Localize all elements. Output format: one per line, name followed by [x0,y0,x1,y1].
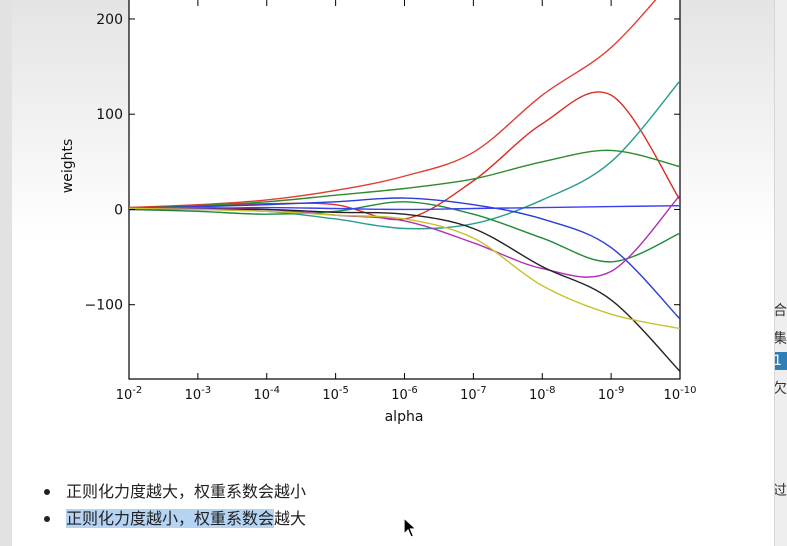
series-line-6 [129,197,680,320]
x-tick-label: 10-8 [529,385,556,403]
x-tick-label: 10-2 [116,385,143,403]
left-gutter [0,0,12,546]
adjacent-window-strip: 合 集 1 欠 过 [774,0,787,546]
conclusion-list: 正则化力度越大，权重系数会越小 正则化力度越小，权重系数会越大 [40,478,306,532]
conclusion-item: 正则化力度越小，权重系数会越大 [40,505,306,532]
strip-text: 1 [775,353,782,369]
series-line-1 [129,0,657,209]
y-tick-label: −100 [85,298,123,314]
x-tick-label: 10-9 [598,385,625,403]
plot-area [128,0,681,380]
x-tick-label: 10-3 [185,385,212,403]
conclusion-item: 正则化力度越大，权重系数会越小 [40,478,306,505]
conclusion-text: 正则化力度越大，权重系数会越小 [66,482,307,501]
y-tick-label: 200 [96,12,123,28]
mouse-cursor-icon [403,517,417,538]
x-tick-label: 10-10 [664,385,697,403]
conclusion-text: 越大 [274,509,307,528]
x-tick-label: 10-6 [391,385,418,403]
strip-text: 合 [774,303,787,319]
y-tick-label: 100 [96,107,123,123]
series-line-10 [129,207,680,330]
strip-text: 欠 [774,381,787,397]
series-line-8 [129,194,680,278]
x-tick-label: 10-4 [253,385,280,403]
series-line-5 [129,201,680,263]
y-axis-label: weights [60,139,76,194]
x-tick-label: 10-7 [460,385,487,403]
strip-highlight [775,352,787,370]
bullet-dot [44,516,50,522]
x-tick-label: 10-5 [322,385,349,403]
strip-text: 集 [774,331,787,347]
x-axis-label: alpha [385,409,424,425]
strip-text: 过 [774,483,787,499]
y-tick-label: 0 [114,202,123,218]
ridge-weights-chart: 10-2 10-3 10-4 10-5 10-6 10-7 10-8 10-9 10-10 −10… [60,0,697,425]
series-line-4 [129,149,680,210]
selected-text[interactable]: 正则化力度越小，权重系数会 [66,509,275,528]
bullet-dot [44,489,50,495]
